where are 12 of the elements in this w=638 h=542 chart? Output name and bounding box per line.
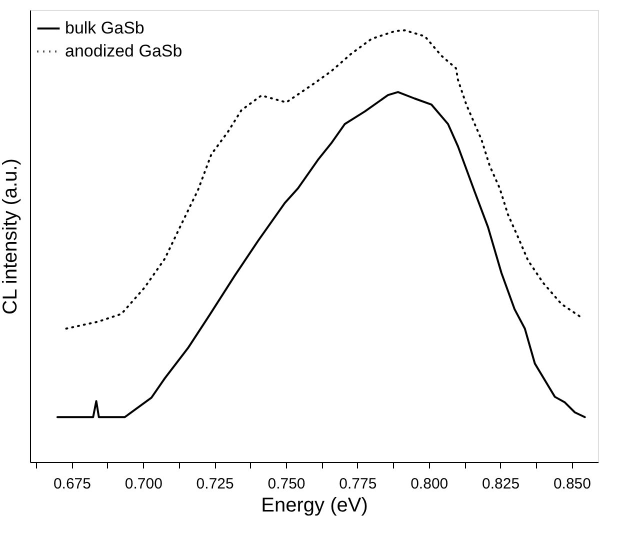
x-tick-label: 0.825 bbox=[482, 476, 520, 492]
x-tick-label: 0.725 bbox=[196, 476, 234, 492]
x-tick-label: 0.700 bbox=[124, 476, 162, 492]
legend-label: bulk GaSb bbox=[65, 18, 144, 38]
x-tick-label: 0.675 bbox=[53, 476, 91, 492]
x-axis-title: Energy (eV) bbox=[261, 494, 368, 516]
x-tick-label: 0.850 bbox=[553, 476, 591, 492]
x-tick-label: 0.775 bbox=[339, 476, 377, 492]
x-tick-label: 0.800 bbox=[410, 476, 448, 492]
legend-label: anodized GaSb bbox=[65, 42, 182, 60]
x-tick-label: 0.750 bbox=[268, 476, 306, 492]
y-axis-title: CL intensity (a.u.) bbox=[0, 158, 22, 314]
